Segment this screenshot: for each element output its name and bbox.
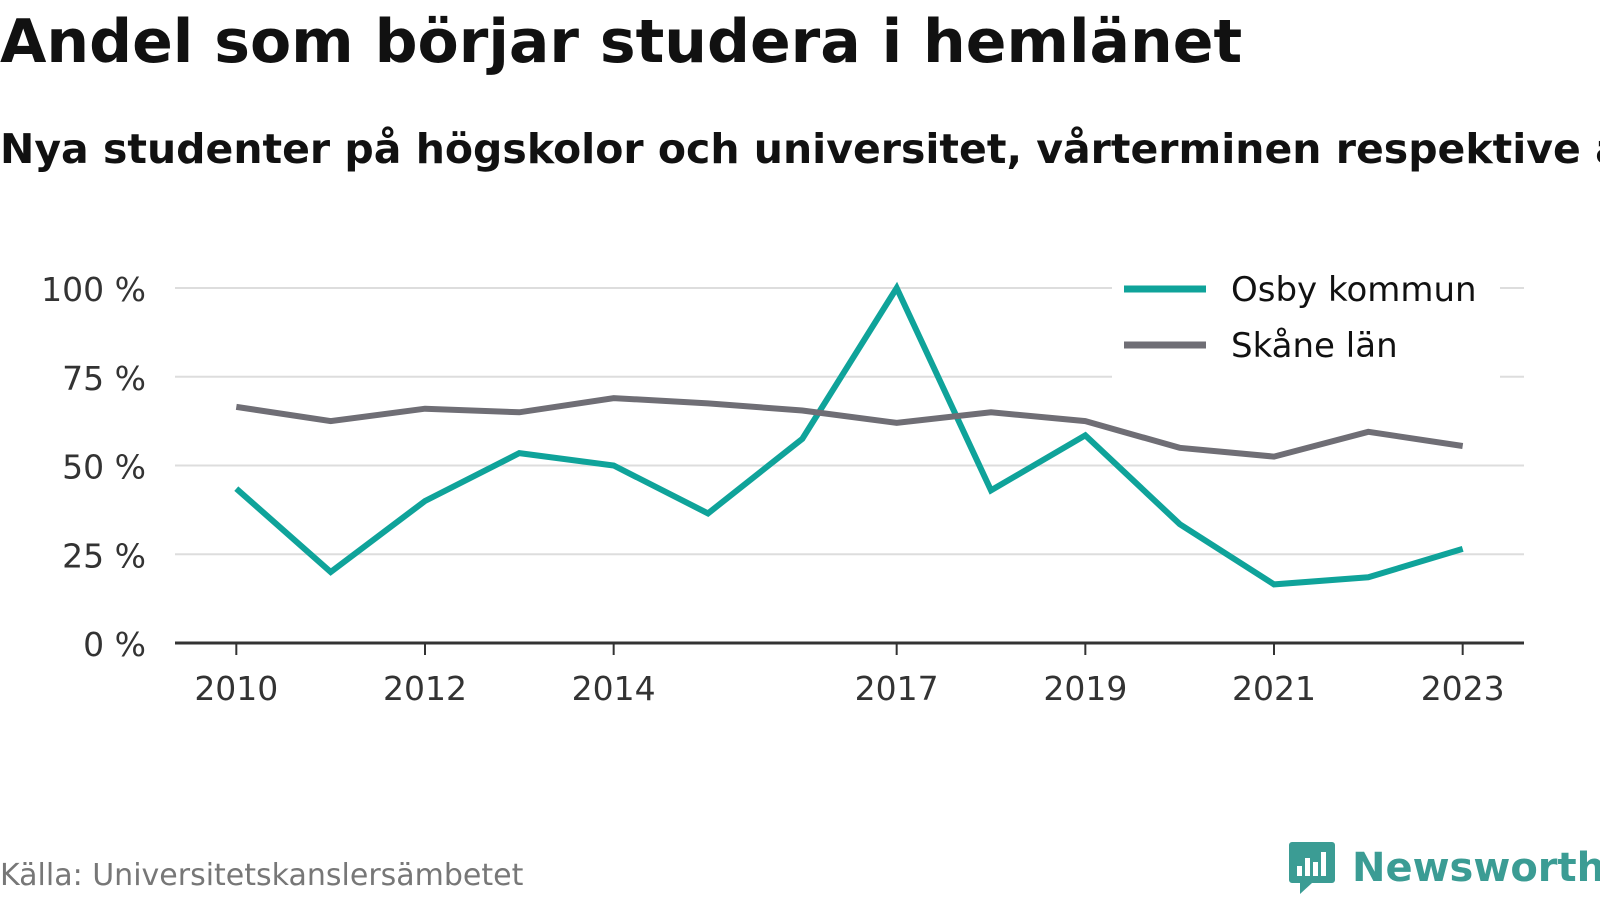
axes: 0 % 25 % 50 % 75 % 100 % 2010 2012 2014 2017 2019… <box>41 270 1524 708</box>
brand-name[interactable]: Newsworthy <box>1352 845 1600 891</box>
x-tick-label: 2019 <box>1043 669 1127 708</box>
x-tick-label: 2014 <box>572 669 656 708</box>
legend-label: Osby kommun <box>1231 270 1477 310</box>
y-tick-label: 50 % <box>62 448 146 487</box>
legend-label: Skåne län <box>1231 326 1398 366</box>
chart-subtitle: Nya studenter på högskolor och universit… <box>0 125 1600 173</box>
series-line-0[interactable] <box>234 281 1464 588</box>
y-tick-label: 0 % <box>83 625 146 664</box>
y-tick-label: 75 % <box>62 359 146 398</box>
source-note: Källa: Universitetskanslersämbetet <box>0 858 524 893</box>
y-tick-label: 100 % <box>41 270 146 309</box>
series-line-1[interactable] <box>235 395 1464 460</box>
legend: Osby kommun Skåne län <box>1112 262 1500 380</box>
x-tick-label: 2021 <box>1232 669 1316 708</box>
x-tick-label: 2010 <box>194 669 278 708</box>
x-tick-label: 2023 <box>1421 669 1505 708</box>
bar-chart-logo-icon <box>1289 842 1335 894</box>
series-lines <box>234 281 1464 588</box>
x-tick-label: 2017 <box>855 669 939 708</box>
chart-title: Andel som börjar studera i hemlänet <box>0 7 1243 77</box>
x-tick-label: 2012 <box>383 669 467 708</box>
y-tick-label: 25 % <box>62 536 146 575</box>
brand[interactable]: Newsworthy <box>1288 838 1600 898</box>
legend-background <box>1112 262 1500 380</box>
